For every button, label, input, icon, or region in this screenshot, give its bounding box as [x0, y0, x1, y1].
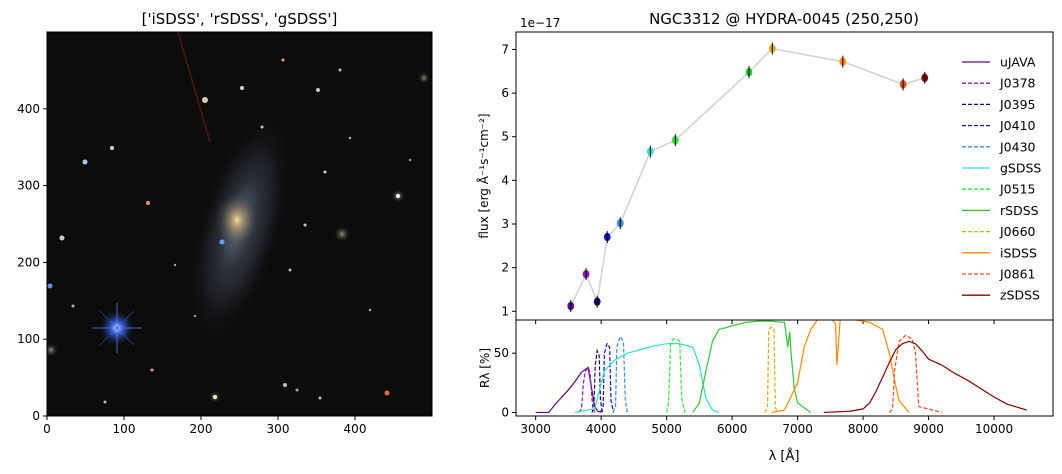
filter-curve-j0660: [764, 326, 779, 413]
filter-x-tick-label: 3000: [520, 422, 551, 436]
sed-y-tick-label: 1: [501, 304, 509, 318]
legend-label-j0515: J0515: [999, 182, 1036, 197]
image-panel-title: ['iSDSS', 'rSDSS', 'gSDSS']: [142, 10, 338, 28]
y-tick-label: 300: [17, 179, 40, 193]
filter-x-tick-label: 6000: [717, 422, 748, 436]
filter-x-tick-label: 5000: [651, 422, 682, 436]
filter-y-axis: 0 50: [494, 346, 516, 419]
filter-plot-area: [535, 320, 1027, 414]
filter-x-tick-label: 8000: [848, 422, 879, 436]
filter-curve-zsdss: [823, 340, 1027, 414]
x-tick-label: 300: [267, 422, 290, 436]
filter-y-tick-label: 0: [501, 405, 509, 419]
legend-label-j0395: J0395: [999, 97, 1036, 112]
filter-y-label: Rλ [%]: [478, 348, 492, 388]
filter-x-tick-label: 7000: [782, 422, 813, 436]
sed-y-tick-label: 6: [501, 86, 509, 100]
filter-frame: [515, 319, 1054, 417]
filter-x-axis: 3000 4000 5000 6000 7000 8000 9000 10000: [520, 416, 1013, 436]
sed-y-axis: 1 2 3 4 5 6 7: [501, 42, 995, 324]
y-tick-label: 100: [17, 332, 40, 346]
legend-label-ujava: uJAVA: [1000, 55, 1036, 70]
legend-label-j0660: J0660: [999, 224, 1036, 239]
filter-curve-ujava: [535, 366, 602, 414]
image-y-axis: 0 100 200 300 400: [17, 102, 47, 423]
legend-label-isdss: iSDSS: [1000, 245, 1037, 260]
sed-frame: [515, 31, 1054, 321]
x-tick-label: 100: [113, 422, 136, 436]
galaxy-image: [47, 32, 432, 416]
x-tick-label: 0: [43, 422, 51, 436]
image-frame: [46, 31, 433, 417]
y-tick-label: 0: [32, 409, 40, 423]
sed-y-tick-label: 5: [501, 130, 509, 144]
image-panel: ['iSDSS', 'rSDSS', 'gSDSS']: [17, 10, 433, 436]
filter-x-tick-label: 9000: [913, 422, 944, 436]
sed-y-tick-label: 7: [501, 42, 509, 56]
filter-x-tick-label: 4000: [586, 422, 617, 436]
legend: uJAVA J0378 J0395 J0410 J0430 gSDSS J0515 rSDSS…: [962, 55, 1041, 303]
image-x-axis: 0 100 200 300 400: [43, 416, 366, 436]
legend-label-rsdss: rSDSS: [1000, 203, 1039, 218]
legend-label-j0378: J0378: [999, 76, 1036, 91]
filter-curve-j0378: [578, 366, 596, 413]
legend-label-j0861: J0861: [999, 267, 1036, 282]
sed-y-tick-label: 2: [501, 261, 509, 275]
sed-y-tick-label: 4: [501, 173, 509, 187]
filter-panel: Rλ [%] λ [Å] 0 50 3000 4000 5000 6000 7000 800…: [478, 319, 1054, 464]
sed-connector-line: [570, 47, 925, 307]
filter-curve-j0861: [888, 334, 942, 414]
y-tick-label: 200: [17, 255, 40, 269]
x-tick-label: 200: [190, 422, 213, 436]
sed-offset-text: 1e−17: [520, 16, 560, 30]
legend-label-gsdss: gSDSS: [1000, 161, 1041, 176]
y-tick-label: 400: [17, 102, 40, 116]
filter-curve-gsdss: [574, 343, 720, 414]
legend-label-j0430: J0430: [999, 139, 1036, 154]
sed-panel: NGC3312 @ HYDRA-0045 (250,250) 1e−17 flu…: [476, 10, 1054, 324]
x-tick-label: 400: [344, 422, 367, 436]
filter-curve-j0410: [599, 342, 615, 413]
filter-curve-isdss: [771, 320, 910, 414]
filter-curve-j0515: [666, 338, 686, 413]
filter-x-tick-label: 10000: [975, 422, 1013, 436]
legend-label-zsdss: zSDSS: [1000, 288, 1040, 303]
sed-y-tick-label: 3: [501, 217, 509, 231]
sed-title: NGC3312 @ HYDRA-0045 (250,250): [649, 10, 919, 28]
legend-label-j0410: J0410: [999, 118, 1036, 133]
filter-y-tick-label: 50: [494, 346, 509, 360]
sed-plot-area: [567, 42, 929, 313]
filter-curve-rsdss: [692, 320, 812, 413]
filter-x-label: λ [Å]: [769, 448, 800, 464]
filter-curve-j0395: [591, 348, 604, 413]
filter-curve-j0430: [612, 335, 628, 413]
sed-y-label: flux [erg Å⁻¹s⁻¹cm⁻²]: [476, 113, 491, 238]
